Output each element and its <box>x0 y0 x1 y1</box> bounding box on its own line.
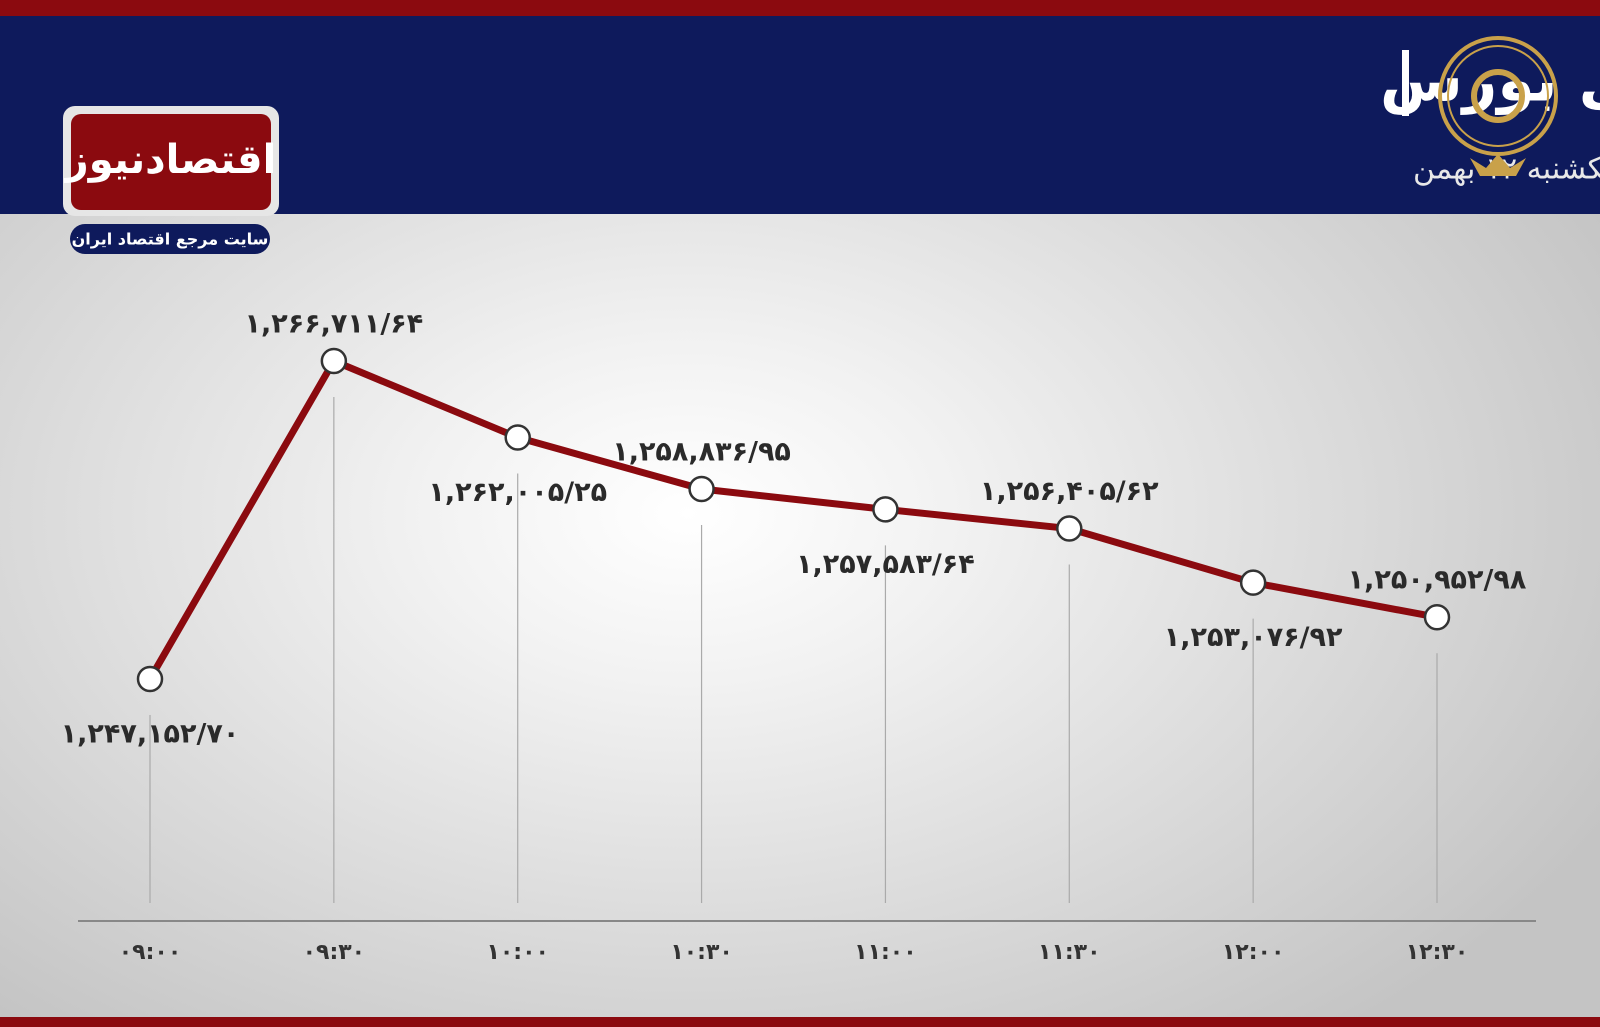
point <box>1239 569 1267 596</box>
point <box>1056 515 1083 542</box>
x-tick-label: ۱۰:۰۰ <box>486 940 549 965</box>
value-label: ۱,۲۵۳,۰۷۶/۹۲ <box>1164 622 1343 653</box>
brand-tagline: سایت مرجع اقتصاد ایران <box>72 230 269 249</box>
point <box>320 347 348 375</box>
point <box>1423 603 1451 631</box>
x-tick-label: ۰۹:۳۰ <box>303 940 366 965</box>
point <box>688 475 715 503</box>
value-label: ۱,۲۵۸,۸۳۶/۹۵ <box>612 437 791 468</box>
x-tick-label: ۱۱:۰۰ <box>854 940 917 965</box>
chart-title: روند شاخص کل بورس <box>1380 46 1600 116</box>
brand-name: اقتصادنیوز <box>64 137 277 183</box>
x-tick-label: ۱۲:۳۰ <box>1406 940 1469 965</box>
emblem <box>1438 36 1558 176</box>
bottom-strip <box>0 1017 1600 1027</box>
x-tick-label: ۱۲:۰۰ <box>1222 940 1285 965</box>
value-label: ۱,۲۴۷,۱۵۲/۷۰ <box>61 719 240 750</box>
value-label: ۱,۲۶۶,۷۱۱/۶۴ <box>245 309 424 340</box>
x-tick-label: ۰۹:۰۰ <box>119 940 182 965</box>
value-label: ۱,۲۶۲,۰۰۵/۲۵ <box>428 477 607 508</box>
brand-logo: اقتصادنیوز سایت مرجع اقتصاد ایران <box>63 106 279 254</box>
x-tick-label: ۱۰:۳۰ <box>670 940 733 965</box>
x-tick-label: ۱۱:۳۰ <box>1038 940 1101 965</box>
top-strip <box>0 0 1600 16</box>
point <box>872 496 899 523</box>
point <box>136 665 164 693</box>
value-label: ۱,۲۵۶,۴۰۵/۶۲ <box>980 476 1159 507</box>
series-line <box>146 357 1438 681</box>
value-label: ۱,۲۵۷,۵۸۳/۶۴ <box>796 549 975 580</box>
point <box>504 424 531 451</box>
value-label: ۱,۲۵۰,۹۵۲/۹۸ <box>1348 565 1527 596</box>
title-bar <box>1402 50 1409 116</box>
